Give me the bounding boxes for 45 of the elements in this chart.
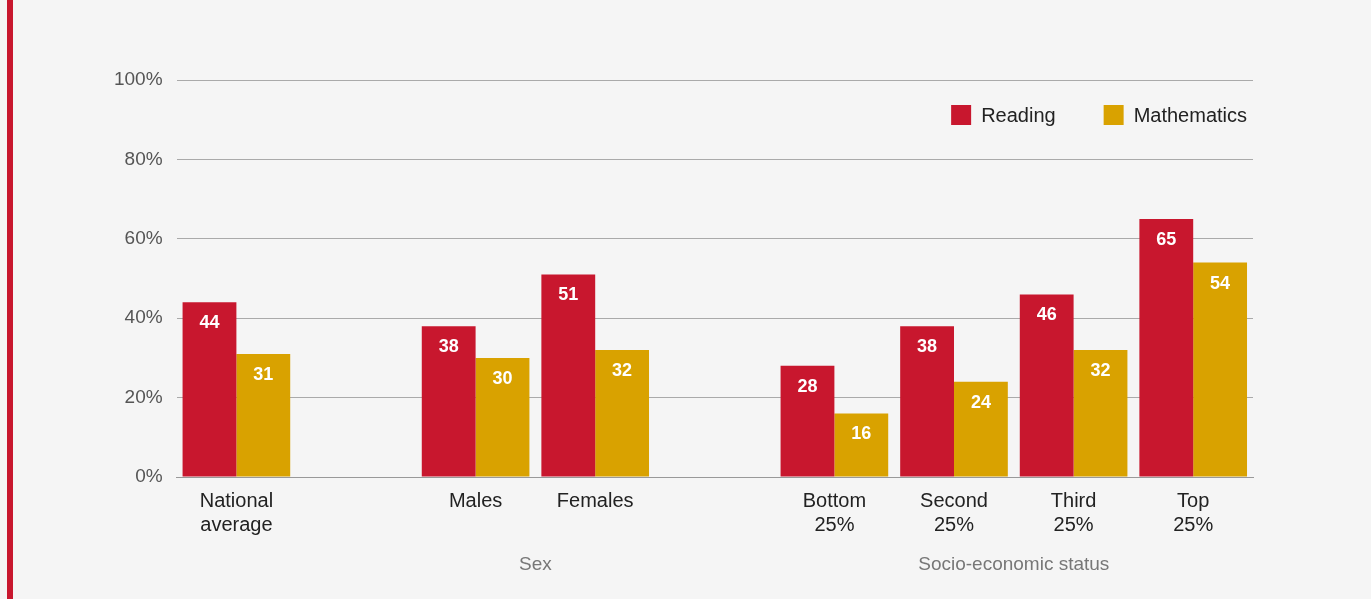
bar [780, 365, 835, 477]
y-tick-label: 60% [124, 227, 163, 249]
data-label: 30 [492, 367, 513, 388]
data-label: 46 [1036, 304, 1057, 325]
bar [1073, 349, 1128, 477]
bar [1193, 262, 1248, 477]
bar [236, 353, 291, 477]
data-label: 31 [253, 363, 274, 384]
data-label: 44 [199, 312, 220, 333]
data-label: 32 [1090, 359, 1111, 380]
data-label: 65 [1156, 228, 1177, 249]
bar [834, 413, 889, 477]
text: Socio-economic status [918, 553, 1110, 575]
data-label: 16 [851, 423, 872, 444]
x-tick-label: Third 25% [1050, 488, 1097, 535]
x-tick-label: Top 25% [1173, 488, 1214, 535]
x-tick-label: Bottom 25% [802, 488, 867, 535]
data-label: 24 [970, 391, 991, 412]
y-tick-label: 100% [113, 68, 163, 90]
data-label: 32 [612, 359, 633, 380]
y-tick-label: 80% [124, 147, 163, 169]
bar [954, 381, 1008, 477]
bar [421, 326, 476, 477]
data-label: 38 [917, 336, 938, 357]
legend-label: Reading [981, 103, 1056, 126]
legend-label: Mathematics [1133, 103, 1248, 126]
bar [1019, 294, 1074, 477]
bar [182, 302, 237, 477]
bar [1139, 218, 1194, 477]
text: Sex [519, 553, 553, 575]
bar [475, 357, 530, 477]
x-tick-label: Second 25% [920, 488, 988, 535]
x-tick-label: National average [199, 488, 274, 535]
data-label: 28 [797, 375, 818, 396]
y-tick-label: 20% [124, 385, 163, 407]
data-label: 38 [438, 336, 459, 357]
data-label: 54 [1210, 272, 1231, 293]
bar [595, 349, 650, 477]
bar [541, 274, 596, 477]
y-tick-label: 0% [135, 465, 163, 487]
data-label: 51 [558, 284, 579, 305]
y-tick-label: 40% [124, 306, 163, 328]
bar [900, 326, 954, 477]
x-tick-label: Females [556, 488, 634, 511]
x-tick-label: Males [448, 488, 503, 511]
